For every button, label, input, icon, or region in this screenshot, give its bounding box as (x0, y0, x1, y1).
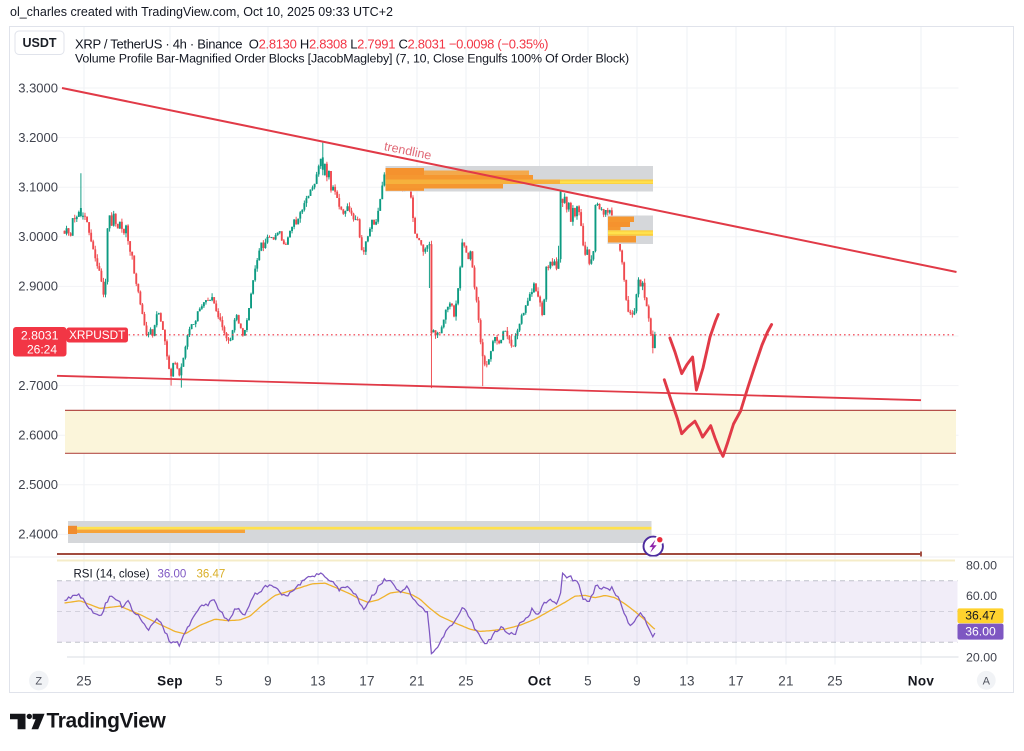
svg-text:2.8031: 2.8031 (21, 328, 59, 342)
svg-text:9: 9 (264, 673, 272, 688)
svg-text:TradingView: TradingView (47, 710, 167, 733)
svg-text:RSI (14, close): RSI (14, close) (74, 569, 150, 581)
svg-text:80.00: 80.00 (966, 559, 997, 573)
svg-text:Volume Profile Bar-Magnified O: Volume Profile Bar-Magnified Order Block… (75, 52, 629, 66)
svg-text:25: 25 (458, 673, 474, 688)
svg-text:2.5000: 2.5000 (18, 477, 58, 492)
svg-text:36.47: 36.47 (197, 569, 226, 581)
svg-text:2.6000: 2.6000 (18, 428, 58, 443)
svg-text:25: 25 (76, 673, 92, 688)
svg-text:36.00: 36.00 (158, 569, 187, 581)
svg-text:Z: Z (35, 676, 42, 688)
svg-text:17: 17 (359, 673, 375, 688)
svg-text:A: A (983, 675, 991, 687)
svg-text:21: 21 (778, 673, 794, 688)
svg-text:20.00: 20.00 (966, 651, 997, 665)
svg-text:17: 17 (728, 673, 744, 688)
svg-text:3.0000: 3.0000 (18, 229, 58, 244)
svg-text:2.4000: 2.4000 (18, 527, 58, 542)
svg-text:XRP / TetherUS · 4h · Binance: XRP / TetherUS · 4h · Binance O2.8130 H2… (75, 37, 548, 52)
svg-text:3.3000: 3.3000 (18, 80, 58, 95)
svg-text:13: 13 (679, 673, 695, 688)
svg-text:60.00: 60.00 (966, 589, 997, 603)
svg-text:26:24: 26:24 (27, 342, 57, 356)
svg-text:Sep: Sep (157, 673, 183, 688)
svg-text:5: 5 (584, 673, 592, 688)
svg-text:21: 21 (409, 673, 425, 688)
svg-text:USDT: USDT (22, 36, 56, 50)
svg-text:2.9000: 2.9000 (18, 279, 58, 294)
svg-text:ol_charles created with Tradin: ol_charles created with TradingView.com,… (10, 5, 393, 19)
svg-text:XRPUSDT: XRPUSDT (69, 328, 125, 342)
svg-text:Nov: Nov (908, 673, 935, 688)
svg-text:25: 25 (827, 673, 843, 688)
svg-text:2.7000: 2.7000 (18, 378, 58, 393)
svg-text:13: 13 (310, 673, 326, 688)
svg-text:3.2000: 3.2000 (18, 130, 58, 145)
svg-text:36.00: 36.00 (965, 625, 996, 639)
svg-text:36.47: 36.47 (965, 609, 996, 623)
svg-text:9: 9 (633, 673, 641, 688)
svg-text:3.1000: 3.1000 (18, 180, 58, 195)
svg-text:Oct: Oct (528, 673, 552, 688)
svg-text:5: 5 (215, 673, 223, 688)
